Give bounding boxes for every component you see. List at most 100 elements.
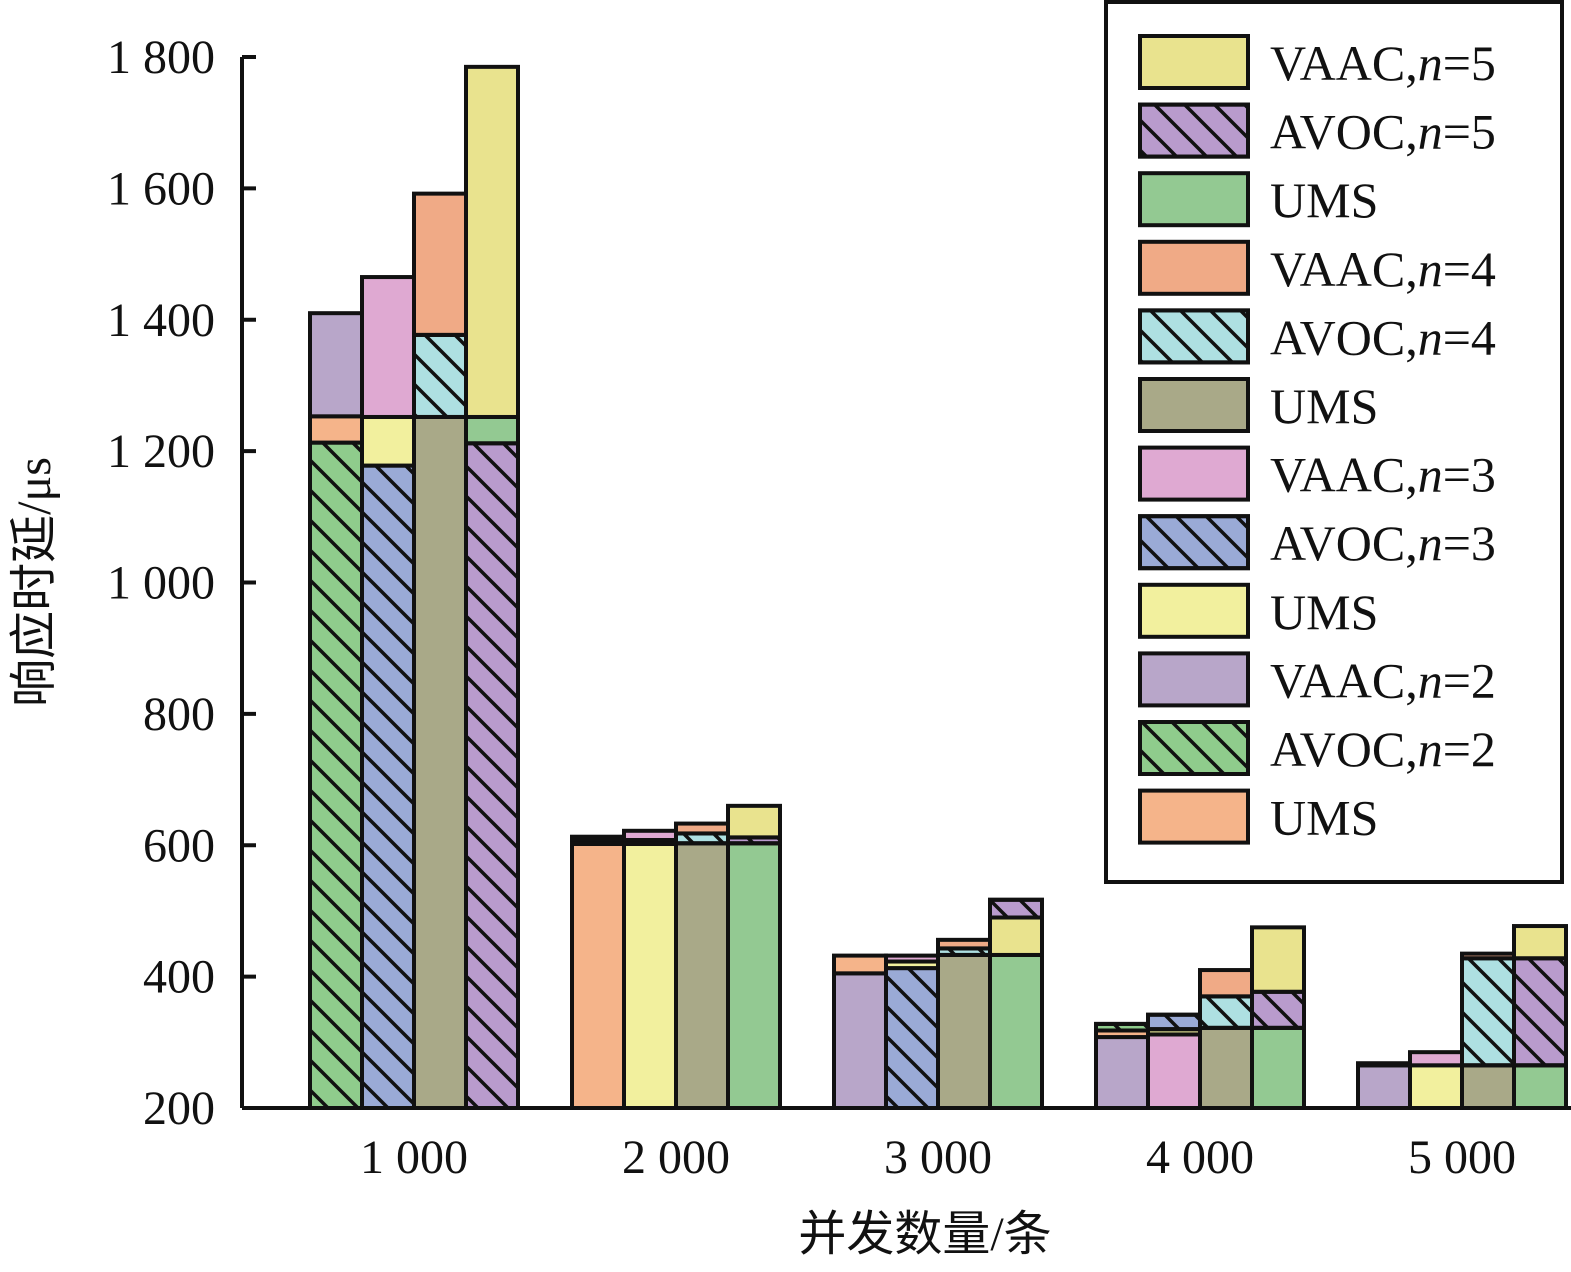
bar-segment-vaac-n2 (308, 311, 364, 419)
bar-hatch-avoc-n5 (1250, 989, 1306, 1030)
bar-segment-ums-n2 (832, 953, 888, 976)
bar-segment-vaac-n4 (674, 821, 730, 836)
x-tick-label: 3 000 (884, 1131, 992, 1184)
legend-label-n: n (1418, 447, 1443, 503)
legend: VAAC,n=5AVOC,n=5UMSVAAC,n=4AVOC,n=4UMSVA… (1104, 0, 1564, 884)
legend-label: VAAC,n=5 (1270, 35, 1496, 91)
legend-swatch (1138, 239, 1250, 296)
legend-label: UMS (1270, 172, 1378, 228)
bar-hatch-avoc-n2 (1356, 1061, 1412, 1068)
legend-swatch (1138, 377, 1250, 433)
bar-segment-ums-n4 (412, 414, 468, 1110)
bar-hatch-avoc-n3 (1146, 1012, 1202, 1032)
bar-segment-ums-n2 (308, 414, 364, 445)
y-tick-label: 400 (143, 951, 215, 1004)
legend-label-text: UMS (1270, 584, 1378, 640)
bar-segment-ums-n5 (988, 952, 1044, 1110)
y-tick-label: 1 200 (107, 425, 215, 478)
legend-label-n: n (1418, 241, 1443, 297)
x-tick-label: 1 000 (360, 1131, 468, 1184)
x-tick-label: 2 000 (622, 1131, 730, 1184)
bar-segment-vaac-n2 (1094, 1035, 1150, 1110)
bar-segment-vaac-n4 (412, 191, 468, 337)
legend-label-eq: =2 (1443, 652, 1496, 708)
legend-label-text: VAAC, (1270, 652, 1418, 708)
bar-segment-vaac-n3 (1146, 1032, 1202, 1111)
legend-label-text: UMS (1270, 172, 1378, 228)
bar-segment-vaac-n5 (1512, 924, 1568, 961)
legend-label: UMS (1270, 790, 1378, 846)
legend-label-text: UMS (1270, 790, 1378, 846)
legend-label-n: n (1418, 309, 1443, 365)
legend-label-eq: =5 (1443, 104, 1496, 160)
bar-segment-vaac-n5 (988, 915, 1044, 957)
x-tick-label: 4 000 (1146, 1131, 1254, 1184)
y-tick-label: 800 (143, 688, 215, 741)
bar-segment-vaac-n3 (884, 953, 940, 964)
bar-segment-ums-n2 (570, 841, 626, 1111)
legend-label-eq: =4 (1443, 241, 1496, 297)
legend-swatch-hatch (1138, 102, 1250, 159)
legend-label: AVOC,n=2 (1270, 721, 1496, 777)
bar-segment-vaac-n3 (622, 828, 678, 842)
bar-segment-vaac-n2 (570, 834, 626, 842)
bar-segment-ums-n5 (1512, 1063, 1568, 1110)
bar-segment-vaac-n5 (464, 64, 520, 419)
bar-segment-ums-n4 (674, 841, 730, 1110)
y-tick-label: 1 000 (107, 557, 215, 610)
y-tick-label: 1 800 (107, 31, 215, 84)
bar-segment-vaac-n5 (726, 803, 782, 840)
legend-label-text: UMS (1270, 378, 1378, 434)
legend-label-text: VAAC, (1270, 447, 1418, 503)
bar-segment-ums-n4 (936, 952, 992, 1110)
legend-swatch (1138, 788, 1250, 845)
legend-label: VAAC,n=4 (1270, 241, 1496, 297)
legend-swatch (1138, 171, 1250, 228)
y-tick-label: 1 600 (107, 162, 215, 215)
bar-hatch-avoc-n5 (464, 441, 520, 1110)
legend-label: UMS (1270, 378, 1378, 434)
legend-label-eq: =3 (1443, 447, 1496, 503)
bar-segment-ums-n4 (1198, 1025, 1254, 1110)
bar-segment-ums-n5 (1250, 1025, 1306, 1110)
x-axis-title: 并发数量/条 (798, 1208, 1051, 1261)
legend-label-n: n (1418, 652, 1443, 708)
bar-hatch-avoc-n2 (1094, 1021, 1150, 1033)
legend-swatch (1138, 445, 1250, 502)
y-ticks: 200 400 600 800 1 000 1 200 1 400 1 600 1 800 (107, 31, 256, 1135)
bar-segment-ums-n4 (1460, 1063, 1516, 1110)
legend-label-text: AVOC, (1270, 104, 1418, 160)
bar-hatch-avoc-n3 (360, 463, 416, 1111)
bar-segment-ums-n5 (726, 841, 782, 1110)
y-tick-label: 1 400 (107, 294, 215, 347)
legend-swatch-hatch (1138, 720, 1250, 776)
legend-label-text: AVOC, (1270, 721, 1418, 777)
bar-segment-ums-n3 (360, 414, 416, 468)
bar-segment-vaac-n2 (832, 971, 888, 1111)
legend-swatch-hatch (1138, 514, 1250, 571)
legend-label-eq: =3 (1443, 515, 1496, 571)
legend-label: AVOC,n=3 (1270, 515, 1496, 571)
legend-swatch-hatch (1138, 308, 1250, 365)
legend-label-text: AVOC, (1270, 309, 1418, 365)
legend-label-n: n (1418, 35, 1443, 91)
bar-segment-vaac-n4 (1198, 968, 1254, 999)
bar-segment-vaac-n3 (1408, 1050, 1464, 1068)
bar-hatch-avoc-n2 (308, 440, 364, 1110)
bar-segment-ums-n3 (622, 841, 678, 1111)
legend-label-eq: =2 (1443, 721, 1496, 777)
bar-segment-vaac-n4 (1460, 951, 1516, 961)
y-tick-label: 200 (143, 1082, 215, 1135)
bar-segment-vaac-n2 (1356, 1063, 1412, 1110)
bar-segment-ums-n3 (1408, 1063, 1464, 1110)
legend-label: AVOC,n=5 (1270, 104, 1496, 160)
legend-label-n: n (1418, 515, 1443, 571)
legend-label-text: AVOC, (1270, 515, 1418, 571)
bar-hatch-avoc-n4 (1460, 956, 1516, 1068)
legend-label-n: n (1418, 104, 1443, 160)
bar-hatch-avoc-n3 (884, 966, 940, 1110)
legend-swatch (1138, 651, 1250, 708)
bar-hatch-avoc-n4 (412, 332, 468, 419)
legend-label-n: n (1418, 721, 1443, 777)
